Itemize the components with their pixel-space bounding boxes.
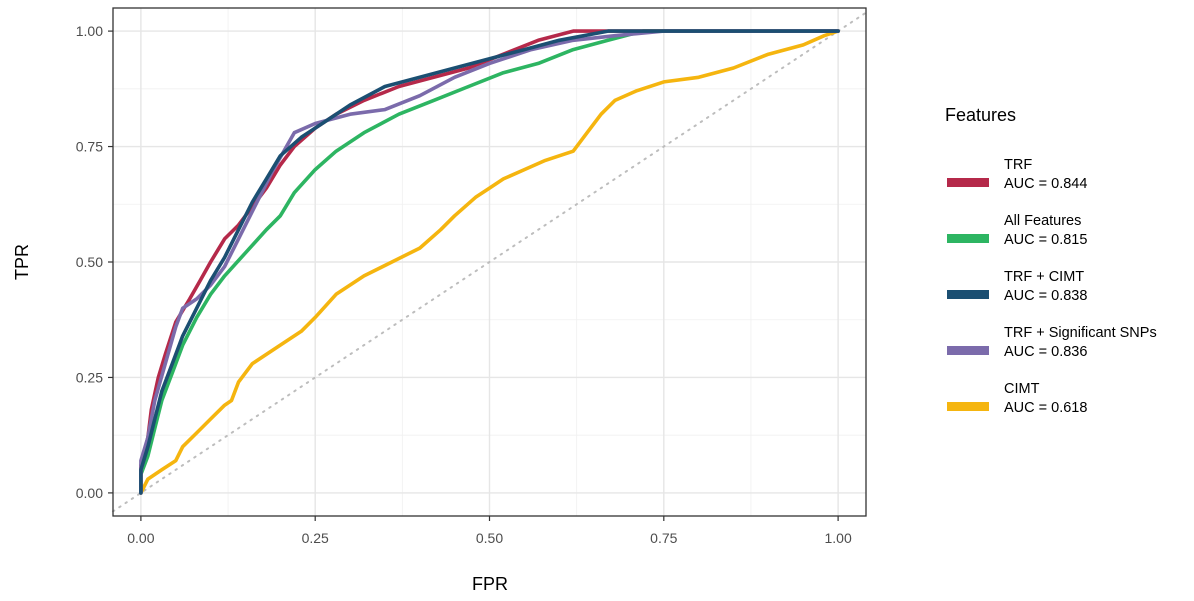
legend-swatch xyxy=(947,346,989,355)
legend-swatch xyxy=(947,402,989,411)
legend-item-trf-cimt: TRF + CIMT AUC = 0.838 xyxy=(947,269,1087,304)
legend-auc: AUC = 0.815 xyxy=(1004,232,1087,248)
diagonal-reference-line xyxy=(112,11,867,513)
legend-swatch xyxy=(947,290,989,299)
legend: TRF AUC = 0.844 All Features AUC = 0.815 TRF… xyxy=(947,157,1157,416)
legend-label: TRF xyxy=(1004,157,1032,173)
y-tick-label: 0.25 xyxy=(76,369,103,385)
legend-label: CIMT xyxy=(1004,381,1040,397)
y-tick-label: 0.50 xyxy=(76,254,103,270)
diagonal-reference xyxy=(112,11,867,513)
legend-label: All Features xyxy=(1004,213,1081,229)
x-tick-label: 0.25 xyxy=(302,530,329,546)
legend-auc: AUC = 0.836 xyxy=(1004,344,1087,360)
legend-swatch xyxy=(947,234,989,243)
x-tick-label: 0.50 xyxy=(476,530,503,546)
y-axis-title: TPR xyxy=(12,244,32,280)
roc-curve-cimt xyxy=(139,29,840,495)
x-tick-label: 1.00 xyxy=(824,530,851,546)
legend-item-trf-significant-snps: TRF + Significant SNPs AUC = 0.836 xyxy=(947,325,1157,360)
roc-curve-trf-cimt xyxy=(139,29,840,495)
legend-auc: AUC = 0.838 xyxy=(1004,288,1087,304)
legend-item-all-features: All Features AUC = 0.815 xyxy=(947,213,1087,248)
roc-curves xyxy=(139,29,840,495)
axes: 0.00 0.25 0.50 0.75 1.00 0.00 0.25 0.50 0.75 1.00 xyxy=(76,23,852,546)
legend-swatch xyxy=(947,178,989,187)
x-axis-title: FPR xyxy=(472,574,508,594)
legend-item-trf: TRF AUC = 0.844 xyxy=(947,157,1087,192)
legend-label: TRF + Significant SNPs xyxy=(1004,325,1157,341)
y-tick-label: 1.00 xyxy=(76,23,103,39)
roc-curve-all-features xyxy=(139,29,840,495)
legend-auc: AUC = 0.844 xyxy=(1004,176,1087,192)
legend-auc: AUC = 0.618 xyxy=(1004,400,1087,416)
y-tick-label: 0.00 xyxy=(76,485,103,501)
x-tick-label: 0.75 xyxy=(650,530,677,546)
legend-label: TRF + CIMT xyxy=(1004,269,1084,285)
x-tick-label: 0.00 xyxy=(127,530,154,546)
legend-title: Features xyxy=(945,105,1016,125)
legend-item-cimt: CIMT AUC = 0.618 xyxy=(947,381,1087,416)
y-tick-label: 0.75 xyxy=(76,139,103,155)
